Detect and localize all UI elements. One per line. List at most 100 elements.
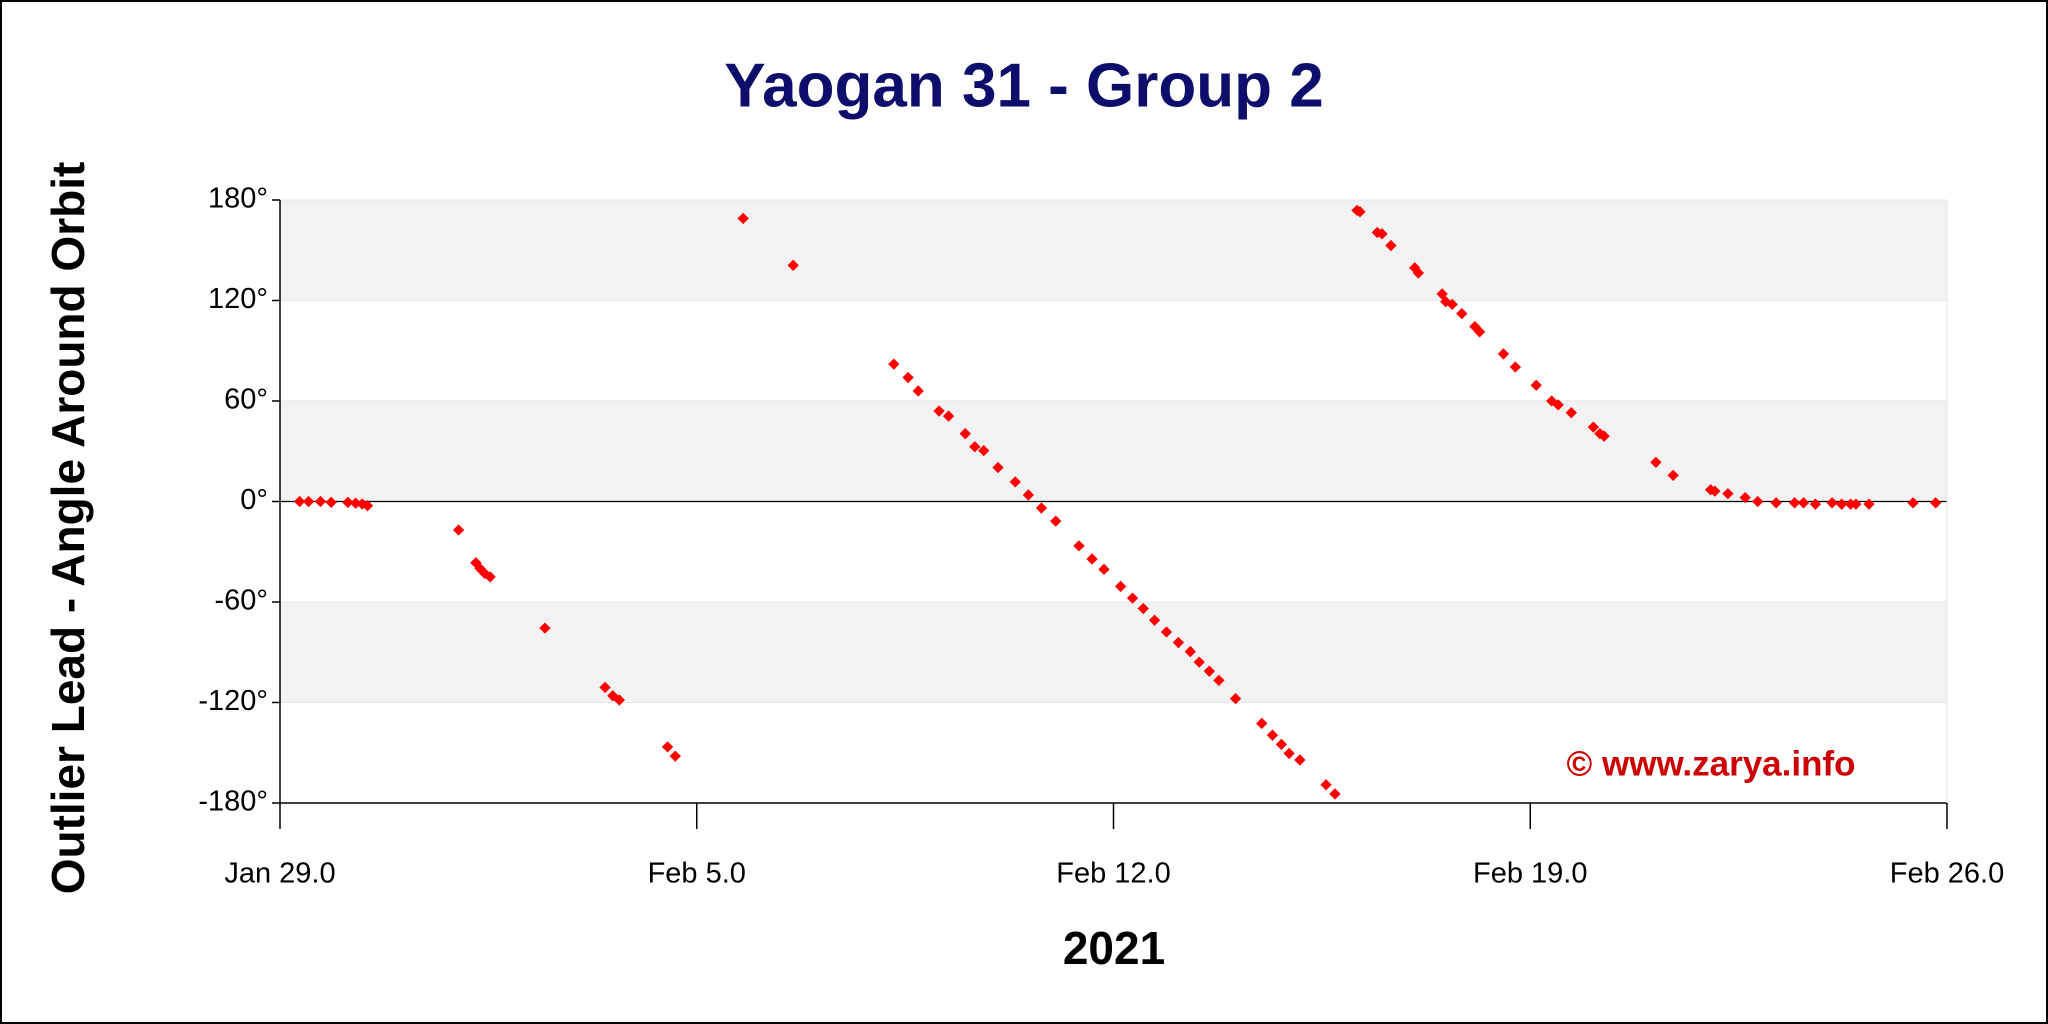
data-point bbox=[942, 410, 955, 422]
x-axis-label: 2021 bbox=[1063, 922, 1165, 974]
data-point bbox=[293, 495, 306, 508]
x-tick-label: Feb 12.0 bbox=[1056, 858, 1170, 890]
data-point bbox=[737, 212, 749, 225]
data-point bbox=[1035, 502, 1048, 514]
data-point bbox=[1050, 515, 1062, 527]
y-tick-label: -60° bbox=[214, 585, 268, 617]
data-point bbox=[661, 741, 674, 753]
data-point bbox=[787, 259, 799, 271]
data-point bbox=[1587, 421, 1600, 433]
data-point bbox=[1137, 602, 1149, 615]
data-point bbox=[613, 694, 626, 706]
data-point bbox=[1446, 298, 1458, 311]
data-point bbox=[1509, 361, 1522, 373]
data-point bbox=[1552, 399, 1564, 411]
data-point bbox=[1826, 497, 1838, 509]
x-tick-label: Feb 19.0 bbox=[1473, 858, 1587, 890]
data-point bbox=[1650, 456, 1662, 468]
data-point bbox=[1797, 497, 1810, 509]
data-point bbox=[1530, 379, 1542, 391]
data-point bbox=[1598, 430, 1610, 442]
data-point bbox=[1752, 495, 1764, 508]
data-point bbox=[1722, 487, 1734, 500]
data-point bbox=[599, 681, 611, 694]
x-tick-label: Feb 5.0 bbox=[648, 858, 746, 890]
data-point bbox=[361, 500, 374, 512]
data-point bbox=[1256, 717, 1268, 730]
data-point bbox=[1172, 636, 1185, 649]
data-point bbox=[1907, 497, 1919, 509]
y-tick-label: 180° bbox=[208, 183, 268, 215]
data-point bbox=[933, 405, 945, 417]
data-point bbox=[1930, 497, 1942, 509]
data-point bbox=[912, 385, 924, 397]
data-point bbox=[1788, 497, 1801, 509]
x-tick-label: Feb 26.0 bbox=[1890, 858, 2004, 890]
data-point bbox=[1329, 788, 1341, 800]
data-point bbox=[342, 496, 354, 508]
y-axis-label: Outlier Lead - Angle Around Orbit bbox=[42, 162, 94, 895]
data-point bbox=[452, 524, 465, 536]
data-point bbox=[1086, 553, 1098, 565]
data-point bbox=[314, 495, 327, 508]
data-point bbox=[1126, 592, 1139, 604]
data-point bbox=[1114, 580, 1127, 593]
data-point bbox=[978, 444, 990, 457]
band bbox=[280, 602, 1947, 703]
x-tick-label: Jan 29.0 bbox=[224, 858, 335, 890]
data-point bbox=[1354, 206, 1366, 218]
data-point bbox=[1203, 665, 1216, 677]
data-point bbox=[1412, 267, 1424, 279]
band bbox=[280, 401, 1947, 502]
data-point bbox=[1835, 498, 1848, 510]
data-point bbox=[302, 495, 315, 508]
y-tick-label: -180° bbox=[198, 786, 268, 818]
data-point bbox=[1009, 476, 1021, 488]
data-point bbox=[1770, 497, 1782, 509]
data-point bbox=[1266, 729, 1279, 741]
data-point bbox=[539, 622, 551, 634]
data-point bbox=[1160, 626, 1173, 638]
y-tick-label: -120° bbox=[198, 685, 268, 717]
data-point bbox=[1497, 348, 1510, 360]
data-point bbox=[1850, 498, 1862, 510]
data-point bbox=[969, 441, 981, 453]
data-point bbox=[1098, 563, 1110, 575]
data-point bbox=[1809, 498, 1822, 510]
data-point bbox=[888, 358, 900, 370]
data-point bbox=[1565, 407, 1577, 419]
data-point bbox=[992, 461, 1004, 474]
y-tick-label: 120° bbox=[208, 283, 268, 315]
data-point bbox=[1320, 779, 1332, 791]
chart-title: Yaogan 31 - Group 2 bbox=[724, 51, 1323, 120]
data-point bbox=[1148, 614, 1161, 626]
y-tick-label: 0° bbox=[240, 484, 268, 516]
data-point bbox=[1667, 469, 1679, 482]
y-tick-label: 60° bbox=[224, 384, 268, 416]
data-point bbox=[1456, 307, 1468, 320]
data-point bbox=[1863, 498, 1875, 510]
data-point bbox=[1376, 228, 1388, 240]
data-point bbox=[1385, 239, 1397, 252]
data-point bbox=[1739, 491, 1751, 504]
data-point bbox=[1193, 656, 1205, 668]
data-point bbox=[1073, 540, 1085, 552]
data-point bbox=[1213, 674, 1225, 687]
band bbox=[280, 200, 1947, 301]
data-point bbox=[1283, 747, 1295, 760]
data-point bbox=[1184, 645, 1196, 658]
data-point bbox=[349, 497, 362, 509]
data-point bbox=[1229, 692, 1242, 705]
data-point bbox=[669, 750, 681, 762]
data-point bbox=[1275, 738, 1288, 751]
data-point bbox=[959, 428, 971, 440]
data-point bbox=[1709, 485, 1721, 497]
data-point bbox=[902, 371, 914, 384]
data-point bbox=[1294, 754, 1306, 766]
watermark: © www.zarya.info bbox=[1567, 744, 1856, 783]
data-point bbox=[484, 571, 496, 583]
data-point bbox=[325, 496, 337, 508]
data-point bbox=[1022, 489, 1035, 501]
